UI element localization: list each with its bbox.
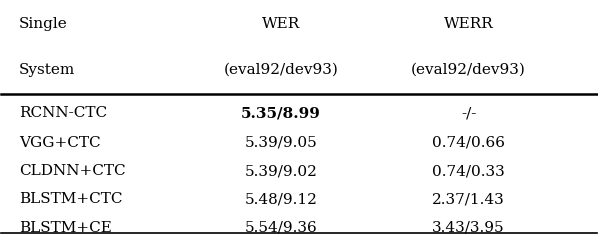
Text: System: System: [19, 63, 75, 76]
Text: 0.74/0.66: 0.74/0.66: [432, 136, 505, 150]
Text: 5.48/9.12: 5.48/9.12: [245, 192, 318, 206]
Text: 5.35/8.99: 5.35/8.99: [241, 106, 321, 120]
Text: 0.74/0.33: 0.74/0.33: [432, 164, 505, 178]
Text: VGG+CTC: VGG+CTC: [19, 136, 101, 150]
Text: CLDNN+CTC: CLDNN+CTC: [19, 164, 126, 178]
Text: Single: Single: [19, 17, 68, 31]
Text: 3.43/3.95: 3.43/3.95: [432, 221, 505, 235]
Text: BLSTM+CE: BLSTM+CE: [19, 221, 112, 235]
Text: -/-: -/-: [461, 106, 477, 120]
Text: 5.54/9.36: 5.54/9.36: [245, 221, 318, 235]
Text: RCNN-CTC: RCNN-CTC: [19, 106, 108, 120]
Text: WER: WER: [262, 17, 300, 31]
Text: 5.39/9.02: 5.39/9.02: [245, 164, 318, 178]
Text: 2.37/1.43: 2.37/1.43: [432, 192, 505, 206]
Text: (eval92/dev93): (eval92/dev93): [224, 63, 338, 76]
Text: WERR: WERR: [444, 17, 493, 31]
Text: (eval92/dev93): (eval92/dev93): [411, 63, 526, 76]
Text: 5.39/9.05: 5.39/9.05: [245, 136, 318, 150]
Text: BLSTM+CTC: BLSTM+CTC: [19, 192, 123, 206]
